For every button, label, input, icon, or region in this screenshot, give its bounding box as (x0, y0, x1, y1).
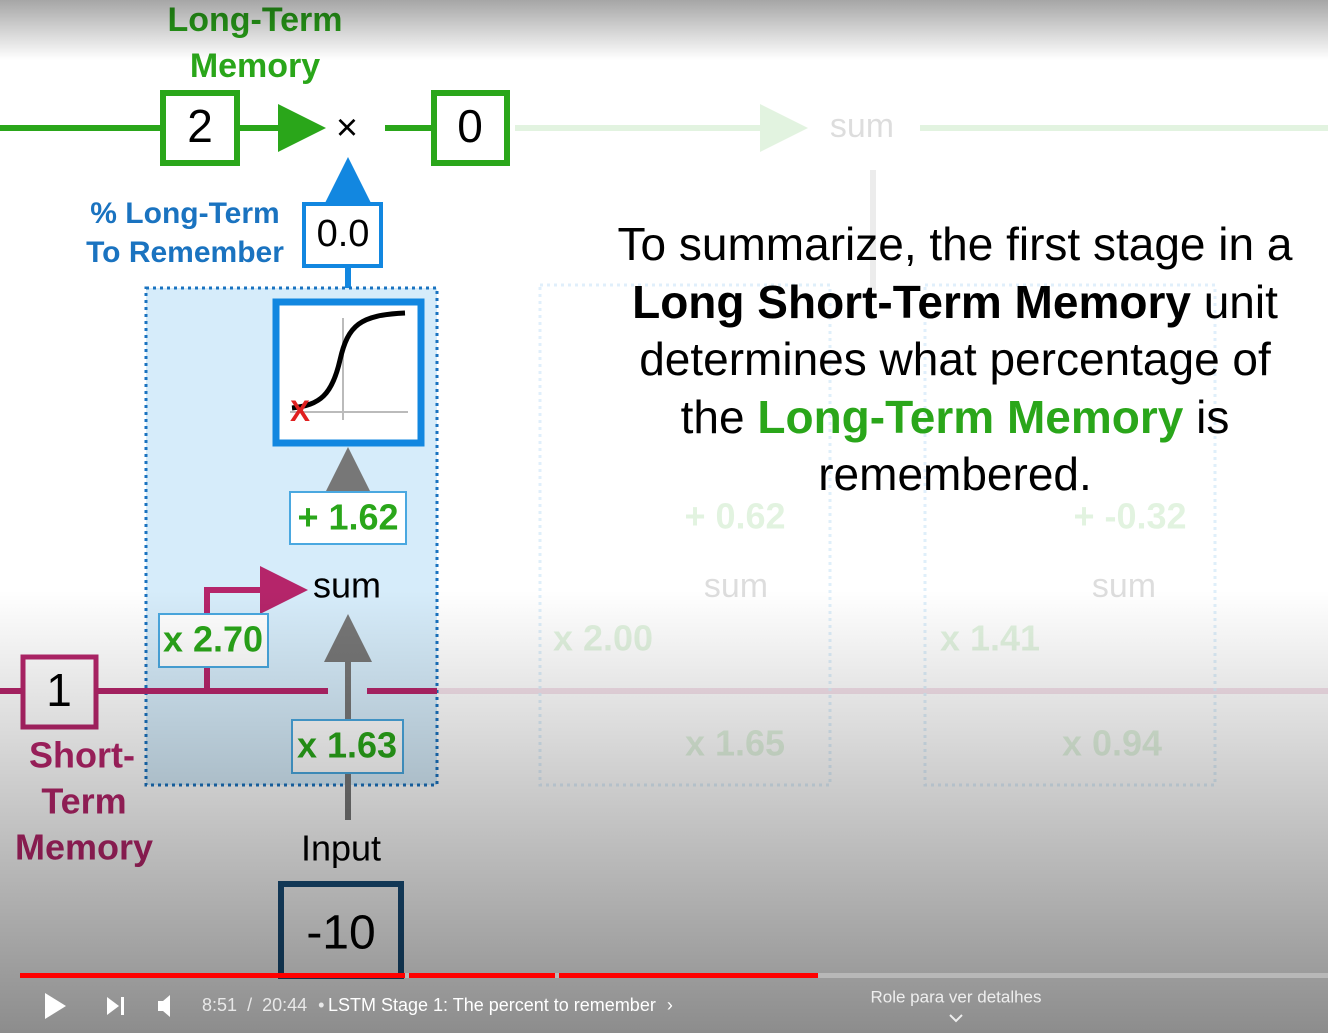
details-hint[interactable]: Role para ver detalhes (870, 987, 1041, 1006)
volume-button[interactable] (158, 995, 170, 1017)
faded-text: + 0.62 (684, 496, 785, 537)
long-term-output: 0 (457, 100, 483, 152)
multiply-sign: × (336, 107, 358, 149)
progress-played (559, 973, 818, 978)
bottom-shade (0, 590, 1328, 1033)
next-button[interactable] (107, 997, 124, 1015)
caption-segment: To summarize, the first stage in a (618, 218, 1293, 270)
sigmoid-curve (291, 310, 406, 411)
weight-box (289, 491, 407, 545)
caption: To summarize, the first stage in a Long S… (618, 218, 1293, 500)
time-current: 8:51 (202, 995, 237, 1015)
caption-segment: Long Short-Term Memory (632, 276, 1191, 328)
time-separator: / (247, 995, 252, 1015)
percent-label: To Remember (86, 236, 284, 269)
caption-line: determines what percentage of (639, 333, 1271, 385)
chapter-arrow[interactable]: › (667, 995, 673, 1015)
progress-played (20, 973, 405, 978)
long-term-value: 2 (187, 100, 213, 152)
value-box (160, 90, 240, 166)
time-total: 20:44 (262, 995, 307, 1015)
time-display: 8:51 / 20:44 • (202, 995, 324, 1015)
bias: + 1.62 (297, 497, 398, 538)
caption-line: Long Short-Term Memory unit (632, 276, 1278, 328)
faded-text: sum (830, 107, 894, 145)
top-shade (0, 0, 1328, 60)
percent-label: % Long-Term (90, 197, 279, 230)
caption-line: To summarize, the first stage in a (618, 218, 1293, 270)
progress-bar[interactable] (20, 973, 1328, 978)
sigmoid-marker: X (290, 395, 310, 428)
caption-segment: unit (1191, 276, 1278, 328)
play-button[interactable] (45, 993, 66, 1019)
faded-box (923, 283, 1217, 787)
value-box (302, 202, 383, 268)
caption-segment: remembered. (818, 448, 1092, 500)
faded-box (538, 283, 832, 787)
bullet: • (318, 995, 324, 1015)
sigmoid-box (272, 298, 425, 447)
percent-value: 0.0 (317, 213, 370, 255)
faded-text: + -0.32 (1073, 496, 1186, 537)
progress-played (409, 973, 555, 978)
chapter[interactable]: LSTM Stage 1: The percent to remember (328, 995, 656, 1015)
caption-segment: determines what percentage of (639, 333, 1271, 385)
caption-segment: Long-Term Memory (757, 391, 1183, 443)
details-chevron[interactable] (949, 1014, 963, 1023)
caption-line: remembered. (818, 448, 1092, 500)
caption-segment: the (681, 391, 758, 443)
chapter-title[interactable]: LSTM Stage 1: The percent to remember › (328, 995, 673, 1015)
value-box (431, 90, 510, 166)
caption-line: the Long-Term Memory is (681, 391, 1230, 443)
caption-segment: is (1183, 391, 1229, 443)
